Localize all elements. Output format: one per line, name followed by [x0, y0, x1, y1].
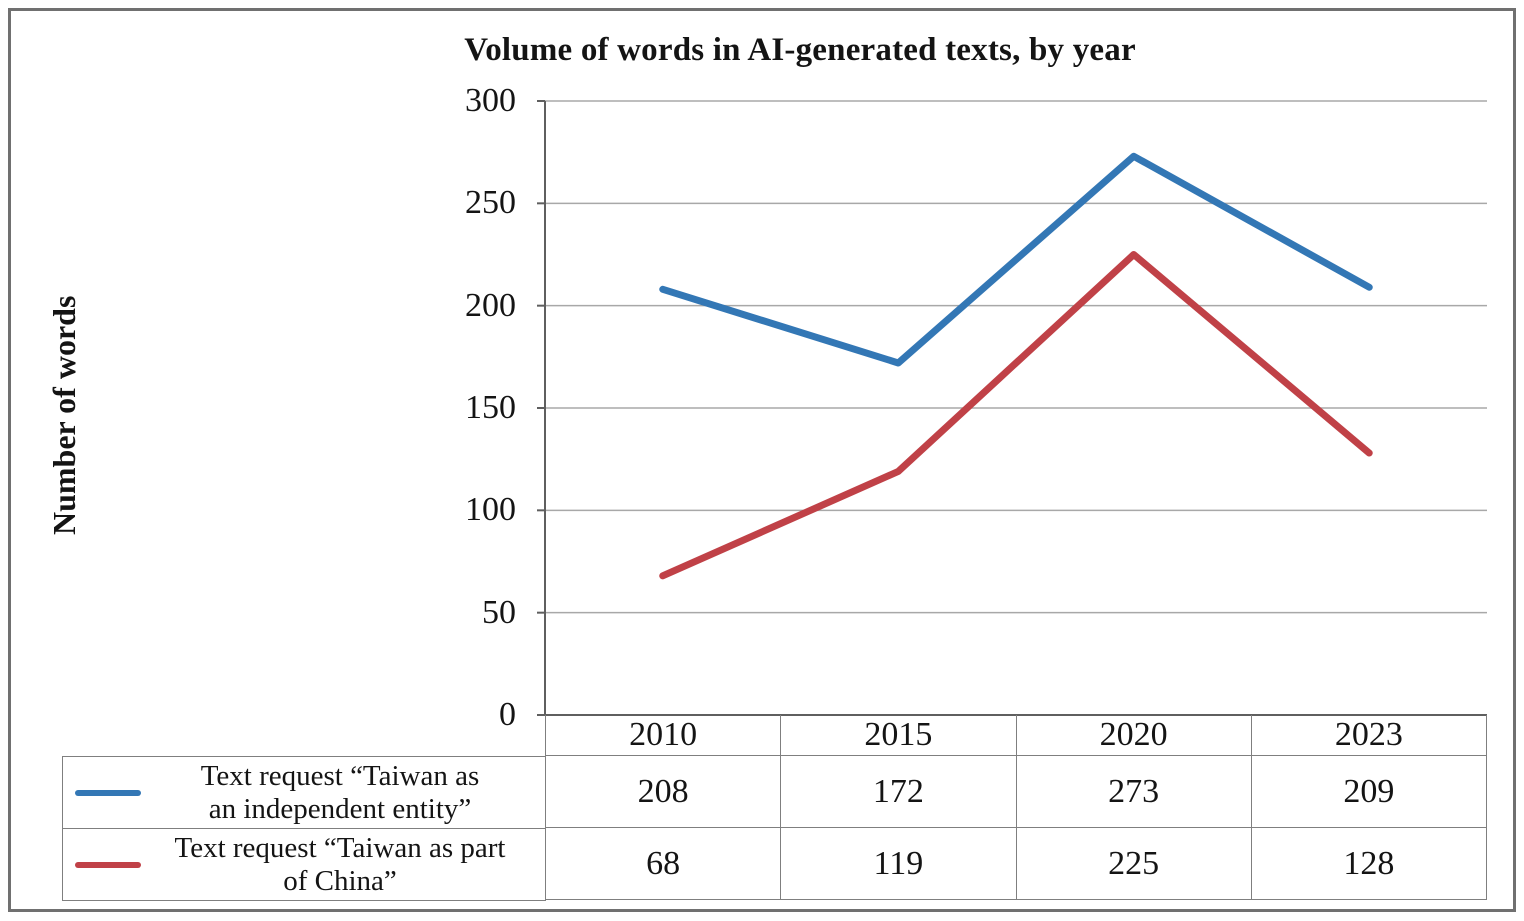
- y-axis-tick-label: 250: [465, 184, 516, 222]
- value-cell-partofchina-2020: 225: [1016, 828, 1252, 900]
- value-cell-partofchina-2023: 128: [1251, 828, 1487, 900]
- legend-line-icon-independent: [75, 789, 141, 796]
- y-axis-tick-label: 0: [499, 696, 516, 733]
- legend-label-line1: Text request “Taiwan as: [200, 759, 480, 792]
- y-axis-tick-label: 300: [465, 82, 516, 119]
- legend-label-line2: an independent entity”: [208, 792, 472, 825]
- legend-row-independent: Text request “Taiwan as an independent e…: [63, 757, 545, 829]
- legend-label-partofchina: Text request “Taiwan as part of China”: [141, 832, 545, 898]
- year-header-cell: 2010: [546, 715, 782, 756]
- year-header-cell: 2015: [781, 715, 1017, 756]
- series-line-independent: [659, 152, 1373, 367]
- value-cell-independent-2015: 172: [781, 756, 1017, 828]
- y-axis-tick-label: 100: [465, 491, 516, 529]
- legend-box: Text request “Taiwan as an independent e…: [62, 756, 546, 901]
- y-axis-tick-label: 200: [465, 286, 516, 324]
- legend-label-line2: of China”: [283, 865, 397, 897]
- legend-label-independent: Text request “Taiwan as an independent e…: [141, 760, 545, 826]
- legend-line-icon-partofchina: [75, 862, 141, 868]
- chart-title: Volume of words in AI-generated texts, b…: [464, 32, 1136, 68]
- y-axis-tick-label: 150: [465, 389, 516, 426]
- legend-row-partofchina: Text request “Taiwan as part of China”: [63, 829, 545, 901]
- data-table: 2010 2015 2020 2023 208 172 273 209 68 1…: [545, 715, 1487, 900]
- year-header-cell: 2023: [1251, 715, 1487, 756]
- legend-label-line1: Text request “Taiwan as part: [174, 832, 506, 864]
- value-cell-independent-2023: 209: [1251, 756, 1487, 828]
- year-header-cell: 2020: [1016, 715, 1252, 756]
- value-cell-partofchina-2010: 68: [546, 828, 782, 900]
- value-cell-independent-2020: 273: [1016, 756, 1252, 828]
- series-line-partofchina: [659, 251, 1373, 580]
- value-cell-partofchina-2015: 119: [781, 828, 1017, 900]
- value-cell-independent-2010: 208: [546, 756, 782, 828]
- y-axis-tick-label: 50: [482, 593, 516, 631]
